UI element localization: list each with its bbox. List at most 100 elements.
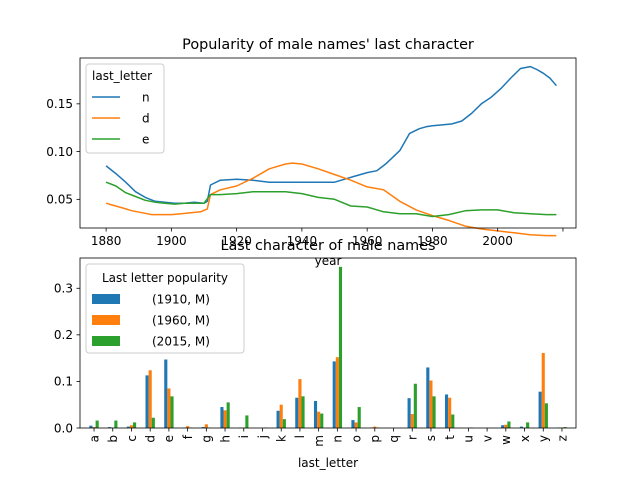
bar-x-tick-label: b xyxy=(106,435,120,443)
bar-g-0 xyxy=(201,427,205,428)
bar-x-tick-label: q xyxy=(387,435,401,443)
bar-y-tick-label: 0.1 xyxy=(54,375,73,389)
bar-n-1 xyxy=(335,357,339,428)
bar-x-axis-label: last_letter xyxy=(298,456,358,470)
bar-p-1 xyxy=(373,426,377,428)
bar-t-0 xyxy=(444,394,449,428)
bar-legend-label-1: (1960, M) xyxy=(152,313,210,327)
line-legend-box xyxy=(85,63,165,154)
bar-a-1 xyxy=(92,427,96,428)
bar-plot-area xyxy=(89,266,567,428)
bar-c-0 xyxy=(126,426,130,428)
bar-x-tick-label: c xyxy=(125,435,139,442)
line-y-tick-label: 0.10 xyxy=(46,145,73,159)
bar-x-0 xyxy=(519,426,523,428)
bar-h-1 xyxy=(223,410,227,428)
bar-m-0 xyxy=(313,400,318,428)
bar-x-tick-label: k xyxy=(275,435,289,442)
bar-x-tick-label: l xyxy=(293,435,307,438)
bar-o-2 xyxy=(357,407,361,428)
bar-y-1 xyxy=(541,353,545,428)
line-legend-title: last_letter xyxy=(92,69,152,83)
bar-legend-label-0: (1910, M) xyxy=(152,292,210,306)
bar-w-1 xyxy=(504,424,508,428)
bar-x-tick-label: n xyxy=(331,435,345,443)
bar-legend-swatch-0 xyxy=(92,294,120,304)
bar-h-2 xyxy=(226,402,230,428)
bar-t-2 xyxy=(451,414,455,428)
bar-x-tick-label: g xyxy=(200,435,214,443)
line-x-tick-label: 1900 xyxy=(156,234,187,248)
line-x-axis-label: year xyxy=(315,254,342,268)
line-x-tick-label: 1880 xyxy=(91,234,122,248)
bar-x-tick-label: f xyxy=(181,434,195,439)
bar-x-tick-label: r xyxy=(406,435,420,440)
bar-legend-swatch-2 xyxy=(92,336,120,346)
bar-legend-swatch-1 xyxy=(92,315,120,325)
bar-o-1 xyxy=(354,422,358,428)
line-x-tick-label: 2000 xyxy=(482,234,513,248)
bar-x-tick-label: t xyxy=(443,435,457,440)
bar-k-0 xyxy=(276,410,280,428)
bar-a-0 xyxy=(89,425,93,428)
bar-y-0 xyxy=(538,391,542,428)
line-legend-label-d: d xyxy=(142,111,150,125)
bar-x-tick-label: h xyxy=(218,435,232,443)
line-legend-label-e: e xyxy=(142,132,149,146)
bar-k-1 xyxy=(279,404,283,428)
line-chart: Popularity of male names' last character… xyxy=(46,37,577,268)
bar-d-1 xyxy=(148,370,152,428)
bar-m-1 xyxy=(317,411,321,428)
bar-e-0 xyxy=(164,359,168,428)
bar-n-0 xyxy=(332,361,336,428)
bar-s-2 xyxy=(432,396,436,428)
bar-legend-items: (1910, M) (1960, M) (2015, M) xyxy=(92,292,210,348)
line-x-tick-label: 1980 xyxy=(417,234,448,248)
bar-y-tick-label: 0.0 xyxy=(54,421,73,435)
bar-x-tick-label: i xyxy=(237,435,251,438)
bar-legend: Last letter popularity (1910, M) (1960, M… xyxy=(85,263,245,354)
bar-legend-title: Last letter popularity xyxy=(102,271,228,285)
bar-x-tick-label: w xyxy=(499,435,513,445)
bar-e-1 xyxy=(167,388,171,428)
bar-x-tick-label: j xyxy=(256,435,270,439)
bar-x-tick-label: z xyxy=(555,435,569,441)
line-plot-area xyxy=(105,65,557,237)
bar-s-0 xyxy=(426,367,430,428)
bar-l-1 xyxy=(298,379,302,428)
bar-legend-label-2: (2015, M) xyxy=(152,334,210,348)
bar-z-2 xyxy=(563,427,567,428)
line-legend: last_letter nde xyxy=(85,63,165,154)
bar-m-2 xyxy=(320,413,324,428)
bar-h-0 xyxy=(220,407,224,428)
bar-d-0 xyxy=(145,375,149,428)
bar-w-0 xyxy=(501,425,505,428)
bar-x-tick-label: a xyxy=(87,435,101,442)
bar-e-2 xyxy=(170,396,174,428)
line-y-tick-label: 0.05 xyxy=(46,193,73,207)
bar-l-0 xyxy=(295,397,299,428)
bar-w-2 xyxy=(507,421,511,428)
bar-r-2 xyxy=(413,383,417,428)
bar-y-2 xyxy=(544,403,548,428)
bar-b-0 xyxy=(108,427,112,428)
bar-c-2 xyxy=(133,422,137,428)
line-series-e xyxy=(105,181,557,218)
line-chart-title: Popularity of male names' last character xyxy=(182,37,474,53)
bar-r-1 xyxy=(410,414,414,428)
bar-y-tick-label: 0.2 xyxy=(54,328,73,342)
bar-chart-title: Last character of male names xyxy=(220,238,435,254)
bar-y-tick-label: 0.3 xyxy=(54,282,73,296)
bar-x-tick-label: s xyxy=(424,435,438,441)
bar-x-tick-label: d xyxy=(144,435,158,443)
bar-x-tick-label: y xyxy=(537,435,551,442)
bar-x-2 xyxy=(526,422,530,428)
bar-n-2 xyxy=(338,266,343,428)
line-x-tick-label: 1920 xyxy=(221,234,252,248)
bar-x-tick-label: v xyxy=(480,435,494,442)
bar-legend-box xyxy=(85,263,245,354)
bar-r-0 xyxy=(407,398,411,428)
bar-o-0 xyxy=(351,420,355,428)
